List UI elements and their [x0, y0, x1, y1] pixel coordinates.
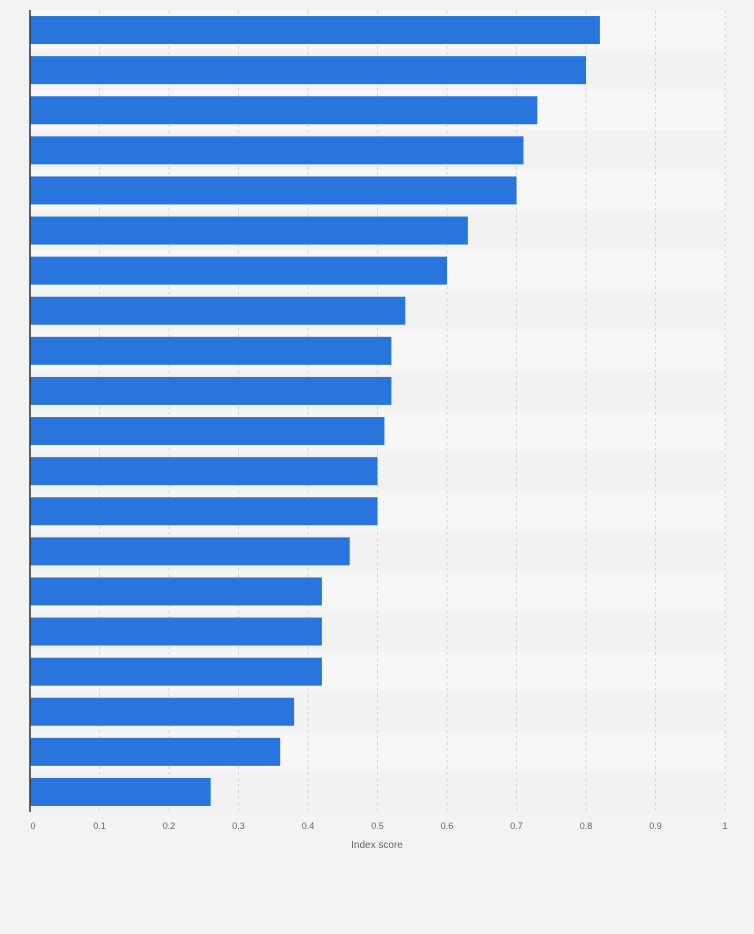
- bar: [30, 56, 586, 85]
- bar: [30, 657, 322, 686]
- x-tick-label: 0.3: [232, 821, 245, 831]
- bar: [30, 216, 468, 245]
- bar: [30, 617, 322, 646]
- bar: [30, 136, 524, 165]
- bar: [30, 417, 385, 446]
- bar: [30, 256, 447, 285]
- bar: [30, 16, 600, 45]
- x-tick-label: 1: [722, 821, 727, 831]
- x-tick-label: 0.8: [580, 821, 593, 831]
- bar: [30, 737, 281, 766]
- bar: [30, 697, 295, 726]
- bar: [30, 577, 322, 606]
- bar: [30, 376, 392, 405]
- x-tick-label: 0.6: [441, 821, 454, 831]
- x-tick-label: 0.1: [93, 821, 106, 831]
- x-axis-title: Index score: [351, 840, 403, 851]
- x-tick-label: 0: [30, 821, 35, 831]
- x-tick-label: 0.4: [302, 821, 315, 831]
- bar: [30, 537, 350, 566]
- x-tick-label: 0.7: [510, 821, 523, 831]
- x-tick-label: 0.5: [371, 821, 384, 831]
- bar: [30, 176, 517, 205]
- bar: [30, 296, 406, 325]
- bar: [30, 336, 392, 365]
- bar: [30, 96, 538, 125]
- x-tick-label: 0.9: [649, 821, 662, 831]
- bar: [30, 457, 378, 486]
- bar: [30, 497, 378, 526]
- x-tick-label: 0.2: [163, 821, 176, 831]
- bar: [30, 777, 211, 806]
